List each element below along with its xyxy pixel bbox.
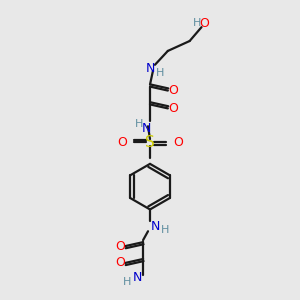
Text: H: H bbox=[192, 18, 201, 28]
Text: N: N bbox=[132, 271, 142, 284]
Text: H: H bbox=[135, 119, 143, 129]
Text: S: S bbox=[145, 135, 155, 150]
Text: O: O bbox=[168, 84, 178, 97]
Text: O: O bbox=[117, 136, 127, 148]
Text: H: H bbox=[156, 68, 164, 78]
Text: O: O bbox=[200, 17, 209, 30]
Text: N: N bbox=[150, 220, 160, 233]
Text: N: N bbox=[145, 62, 155, 75]
Text: H: H bbox=[123, 277, 131, 287]
Text: O: O bbox=[115, 240, 125, 253]
Text: O: O bbox=[168, 102, 178, 115]
Text: O: O bbox=[115, 256, 125, 269]
Text: N: N bbox=[141, 122, 151, 135]
Text: H: H bbox=[161, 225, 169, 235]
Text: O: O bbox=[173, 136, 183, 148]
